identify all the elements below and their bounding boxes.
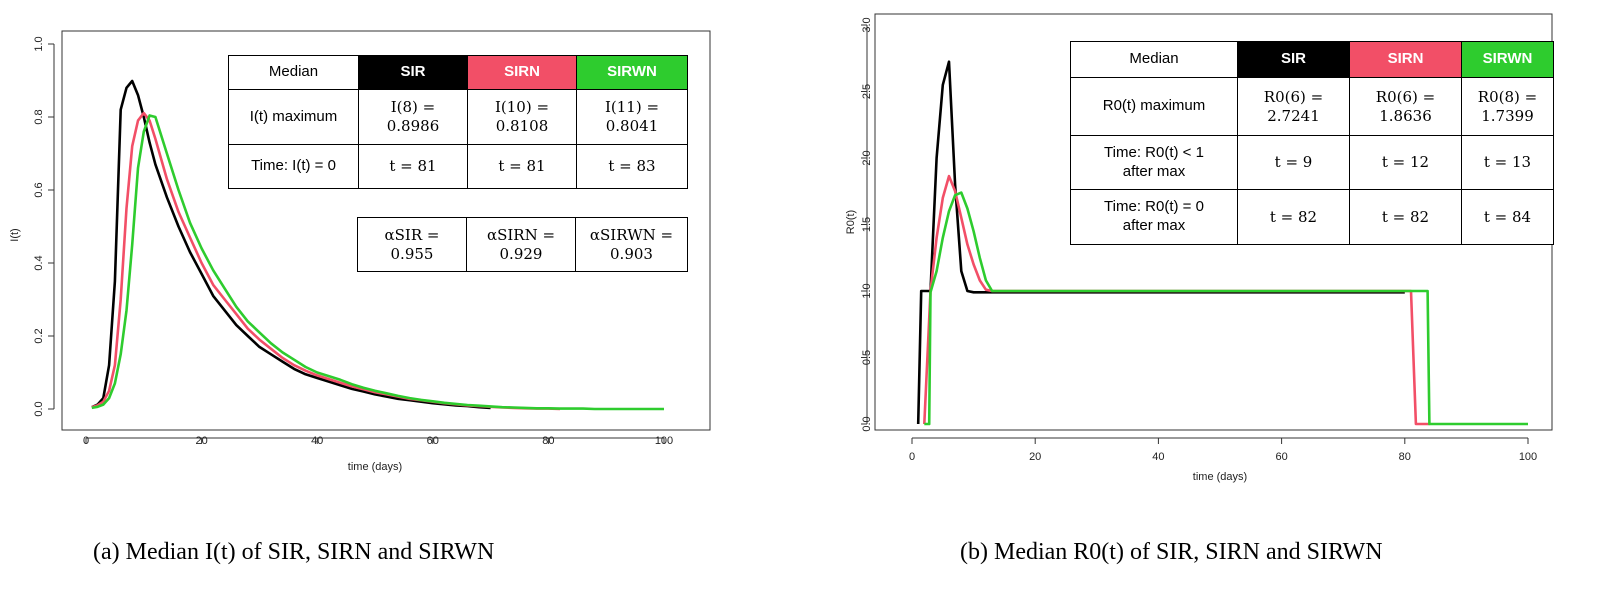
alpha-sirn-value: 0.929 [499, 244, 543, 263]
table-b-row3-label-line1: Time: R0(t) = 0 [1104, 198, 1204, 216]
table-b-row1-sirwn-expr: R0(8) = [1477, 87, 1538, 106]
table-a-row1-sir-value: 0.8986 [386, 117, 440, 135]
x-tick-label-b: 40 [1152, 451, 1164, 463]
table-b-row2-label-line2: after max [1122, 162, 1186, 180]
x-tick-label-a: 40 [311, 435, 323, 447]
alpha-sirwn-label: αSIRWN = [589, 225, 674, 244]
caption-b: (b) Median R0(t) of SIR, SIRN and SIRWN [960, 539, 1383, 566]
x-tick-label-b: 60 [1275, 451, 1287, 463]
table-b-row1-sirwn-value: 1.7399 [1481, 106, 1534, 125]
table-b-header-sirwn: SIRWN [1461, 41, 1554, 78]
y-tick-label-a: 1.0 [33, 36, 45, 51]
table-b-row3-label-line2: after max [1122, 217, 1186, 234]
table-a-row1-sirn: I(10) = 0.8108 [467, 89, 577, 145]
table-b-row1-sir-expr: R0(6) = [1263, 87, 1324, 106]
table-b-row1-sir-value: 2.7241 [1267, 106, 1320, 125]
table-a-row1-sirwn: I(11) = 0.8041 [576, 89, 688, 145]
x-axis-label-b: time (days) [1193, 471, 1247, 483]
alpha-sir: αSIR = 0.955 [357, 217, 467, 272]
x-tick-label-a: 80 [542, 435, 554, 447]
table-b-row2-sir: t = 9 [1237, 135, 1350, 190]
x-tick-label-a: 20 [195, 435, 207, 447]
x-axis-label-a: time (days) [348, 461, 402, 473]
y-tick-label-b: 2.0 [861, 150, 873, 165]
y-tick-label-b: 0.5 [861, 350, 873, 365]
series-line-a-sir [91, 79, 491, 410]
table-b-row1-label: R0(t) maximum [1070, 77, 1238, 136]
y-axis-label-a: I(t) [9, 228, 21, 241]
table-a-row1-sirwn-expr: I(11) = [604, 98, 660, 117]
table-a-header-sir: SIR [358, 55, 468, 90]
caption-a-label: (a) [93, 539, 120, 565]
table-a-row2-sirwn: t = 83 [576, 144, 688, 189]
table-b-row2-sirn: t = 12 [1349, 135, 1462, 190]
series-line-b-sir [916, 60, 1405, 425]
x-tick-label-a: 0 [83, 435, 89, 447]
y-tick-label-b: 1.5 [861, 217, 873, 232]
y-tick-label-b: 3.0 [861, 17, 873, 32]
table-b: Median SIR SIRN SIRWN R0(t) maximum R0(6… [1070, 41, 1554, 245]
table-b-row3-sirn: t = 82 [1349, 189, 1462, 245]
y-tick-label-b: 1.0 [861, 283, 873, 298]
table-b-row1-sirn-expr: R0(6) = [1375, 87, 1436, 106]
table-a-row1-sirwn-value: 0.8041 [605, 117, 659, 135]
table-a-row2-sir: t = 81 [358, 144, 468, 189]
table-b-row2-sirwn: t = 13 [1461, 135, 1554, 190]
table-b-row3-sir: t = 82 [1237, 189, 1350, 245]
series-line-b-sirn [923, 174, 1430, 426]
caption-b-text: Median R0(t) of SIR, SIRN and SIRWN [993, 539, 1383, 565]
alpha-sirn-label: αSIRN = [486, 225, 556, 244]
caption-a: (a) Median I(t) of SIR, SIRN and SIRWN [93, 539, 494, 566]
table-b-row2-label: Time: R0(t) < 1 after max [1070, 135, 1238, 190]
alpha-sirwn-value: 0.903 [610, 244, 653, 263]
caption-b-label: (b) [960, 539, 988, 565]
x-tick-label-a: 60 [427, 435, 439, 447]
table-a-row1-sir: I(8) = 0.8986 [358, 89, 468, 145]
table-b-header-sir: SIR [1237, 41, 1350, 78]
table-a-row2-sirn: t = 81 [467, 144, 577, 189]
x-tick-label-b: 80 [1399, 451, 1411, 463]
table-a-row2-label: Time: I(t) = 0 [228, 144, 359, 189]
x-tick-label-a: 100 [655, 435, 673, 447]
table-b-row2-label-line1: Time: R0(t) < 1 [1104, 143, 1204, 161]
alpha-sirwn: αSIRWN = 0.903 [575, 217, 688, 272]
table-a-row1-label: I(t) maximum [228, 89, 359, 145]
table-a-header-median: Median [228, 55, 359, 90]
table-b-row3-label: Time: R0(t) = 0 after max [1070, 189, 1238, 245]
table-a-row1-sirn-expr: I(10) = [494, 98, 550, 117]
alpha-sir-value: 0.955 [390, 244, 434, 263]
alpha-sirn: αSIRN = 0.929 [466, 217, 576, 272]
y-tick-label-b: 2.5 [861, 84, 873, 99]
table-a-header-sirwn: SIRWN [576, 55, 688, 90]
table-b-header-sirn: SIRN [1349, 41, 1462, 78]
table-b-row1-sir: R0(6) = 2.7241 [1237, 77, 1350, 136]
y-tick-label-a: 0.2 [33, 328, 45, 343]
table-a-row1-sirn-value: 0.8108 [495, 117, 549, 135]
x-tick-label-b: 0 [909, 451, 915, 463]
table-b-header-median: Median [1070, 41, 1238, 78]
alpha-table-a: αSIR = 0.955 αSIRN = 0.929 αSIRWN = 0.903 [357, 217, 688, 272]
table-a: Median SIR SIRN SIRWN I(t) maximum I(8) … [228, 55, 688, 189]
table-a-header-sirn: SIRN [467, 55, 577, 90]
series-line-a-sirwn [91, 114, 664, 411]
caption-a-text: Median I(t) of SIR, SIRN and SIRWN [125, 539, 495, 565]
y-axis-label-b: R0(t) [845, 210, 857, 234]
table-b-row1-sirwn: R0(8) = 1.7399 [1461, 77, 1554, 136]
y-tick-label-a: 0.4 [33, 255, 45, 270]
x-tick-label-b: 20 [1029, 451, 1041, 463]
plot-frame-a [61, 30, 711, 431]
table-a-row1-sir-expr: I(8) = [390, 98, 436, 117]
table-b-row1-sirn-value: 1.8636 [1379, 106, 1432, 125]
x-tick-label-b: 100 [1519, 451, 1537, 463]
y-tick-label-a: 0.6 [33, 182, 45, 197]
table-b-row3-sirwn: t = 84 [1461, 189, 1554, 245]
y-tick-label-a: 0.0 [33, 401, 45, 416]
y-tick-label-a: 0.8 [33, 109, 45, 124]
alpha-sir-label: αSIR = [384, 225, 440, 244]
y-tick-label-b: 0.0 [861, 416, 873, 431]
series-line-b-sirwn [924, 191, 1528, 426]
table-b-row1-sirn: R0(6) = 1.8636 [1349, 77, 1462, 136]
